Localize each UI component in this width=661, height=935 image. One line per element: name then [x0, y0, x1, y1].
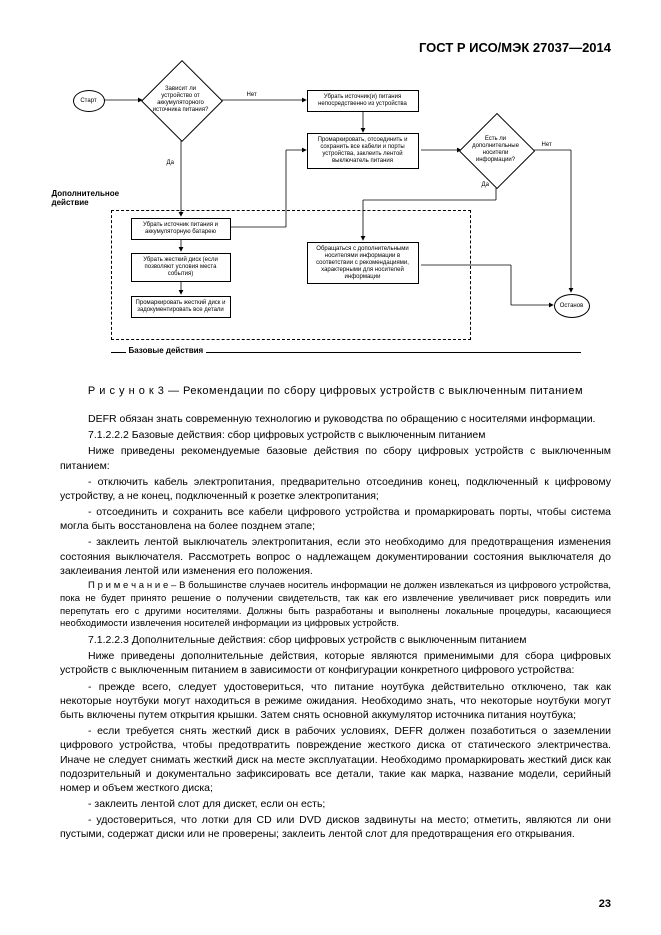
p11: - заклеить лентой слот для дискет, если …: [60, 797, 611, 811]
p7: 7.1.2.2.3 Дополнительные действия: сбор …: [60, 633, 611, 647]
basic-actions-label: Базовые действия: [126, 346, 207, 355]
box-remove-power: Убрать источник(и) питания непосредствен…: [307, 90, 419, 112]
body-text: DEFR обязан знать современную технологию…: [60, 412, 611, 842]
p8: Ниже приведены дополнительные действия, …: [60, 649, 611, 677]
stop-label: Останов: [560, 303, 584, 309]
start-label: Старт: [80, 98, 96, 104]
p12: - удостовериться, что лотки для CD или D…: [60, 813, 611, 841]
decision-battery-text: Зависит ли устройство от аккумуляторного…: [150, 86, 212, 114]
decision-media-text: Есть ли дополнительные носители информац…: [467, 136, 524, 164]
flowchart: Старт Зависит ли устройство от аккумулят…: [71, 70, 601, 370]
box-label-hdd: Промаркировать жесткий диск и задокумент…: [131, 296, 231, 318]
p6: - заклеить лентой выключатель электропит…: [60, 535, 611, 578]
label-no-1: Нет: [246, 92, 258, 98]
stop-node: Останов: [554, 294, 590, 318]
page-number: 23: [599, 898, 611, 910]
decision-battery: Зависит ли устройство от аккумуляторного…: [153, 72, 209, 128]
p1: DEFR обязан знать современную технологию…: [60, 412, 611, 426]
box-label-cables: Промаркировать, отсоединить и сохранить …: [307, 133, 419, 169]
p2: 7.1.2.2.2 Базовые действия: сбор цифровы…: [60, 428, 611, 442]
p9: - прежде всего, следует удостовериться, …: [60, 680, 611, 723]
label-yes-1: Да: [166, 160, 175, 166]
start-node: Старт: [73, 90, 105, 112]
supplementary-label: Дополнительное действие: [49, 190, 130, 208]
label-yes-2: Да: [481, 182, 490, 188]
label-no-2: Нет: [541, 142, 553, 148]
standard-header: ГОСТ Р ИСО/МЭК 27037—2014: [60, 40, 611, 55]
p3: Ниже приведены рекомендуемые базовые дей…: [60, 444, 611, 472]
box-remove-hdd: Убрать жесткий диск (если позволяют усло…: [131, 253, 231, 282]
p10: - если требуется снять жесткий диск в ра…: [60, 724, 611, 795]
figure-caption: Р и с у н о к 3 — Рекомендации по сбору …: [60, 385, 611, 397]
p5: - отсоединить и сохранить все кабели циф…: [60, 505, 611, 533]
box-remove-battery: Убрать источник питания и аккумуляторную…: [131, 218, 231, 240]
p4: - отключить кабель электропитания, предв…: [60, 475, 611, 503]
decision-media: Есть ли дополнительные носители информац…: [470, 124, 522, 176]
note: П р и м е ч а н и е – В большинстве случ…: [60, 580, 611, 631]
